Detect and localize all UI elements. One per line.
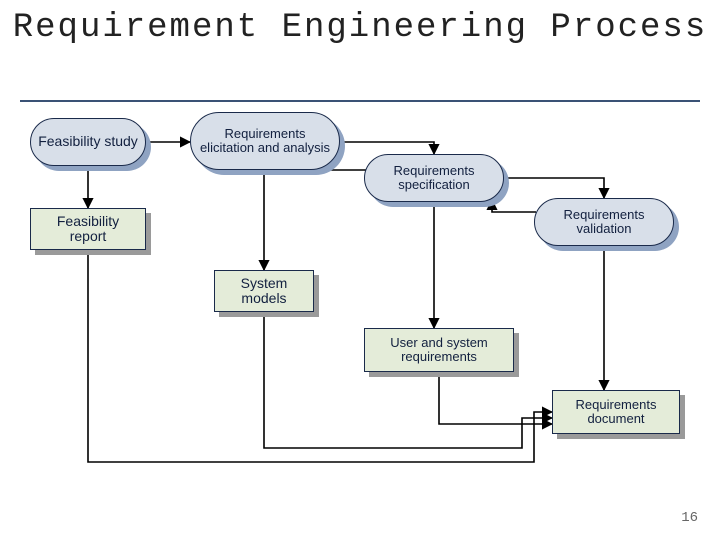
node-userreq: User and system requirements xyxy=(364,328,514,372)
edges-layer xyxy=(24,112,696,492)
edge-valid-to-spec xyxy=(492,200,536,212)
edge-userreq-to-doc xyxy=(439,376,552,424)
node-doc: Requirements document xyxy=(552,390,680,434)
node-elic: Requirements elicitation and analysis xyxy=(190,112,340,170)
node-report: Feasibility report xyxy=(30,208,146,250)
page-title: Requirement Engineering Process xyxy=(0,8,720,49)
page-number: 16 xyxy=(681,510,698,526)
slide: Requirement Engineering Process Feasibil… xyxy=(0,0,720,540)
flowchart: Feasibility study Requirements elicitatio… xyxy=(24,112,696,492)
edge-elic-to-spec xyxy=(340,142,434,154)
title-rule xyxy=(20,100,700,102)
edge-spec-to-valid xyxy=(504,178,604,198)
node-valid: Requirements validation xyxy=(534,198,674,246)
node-models: System models xyxy=(214,270,314,312)
node-spec: Requirements specification xyxy=(364,154,504,202)
node-feas: Feasibility study xyxy=(30,118,146,166)
